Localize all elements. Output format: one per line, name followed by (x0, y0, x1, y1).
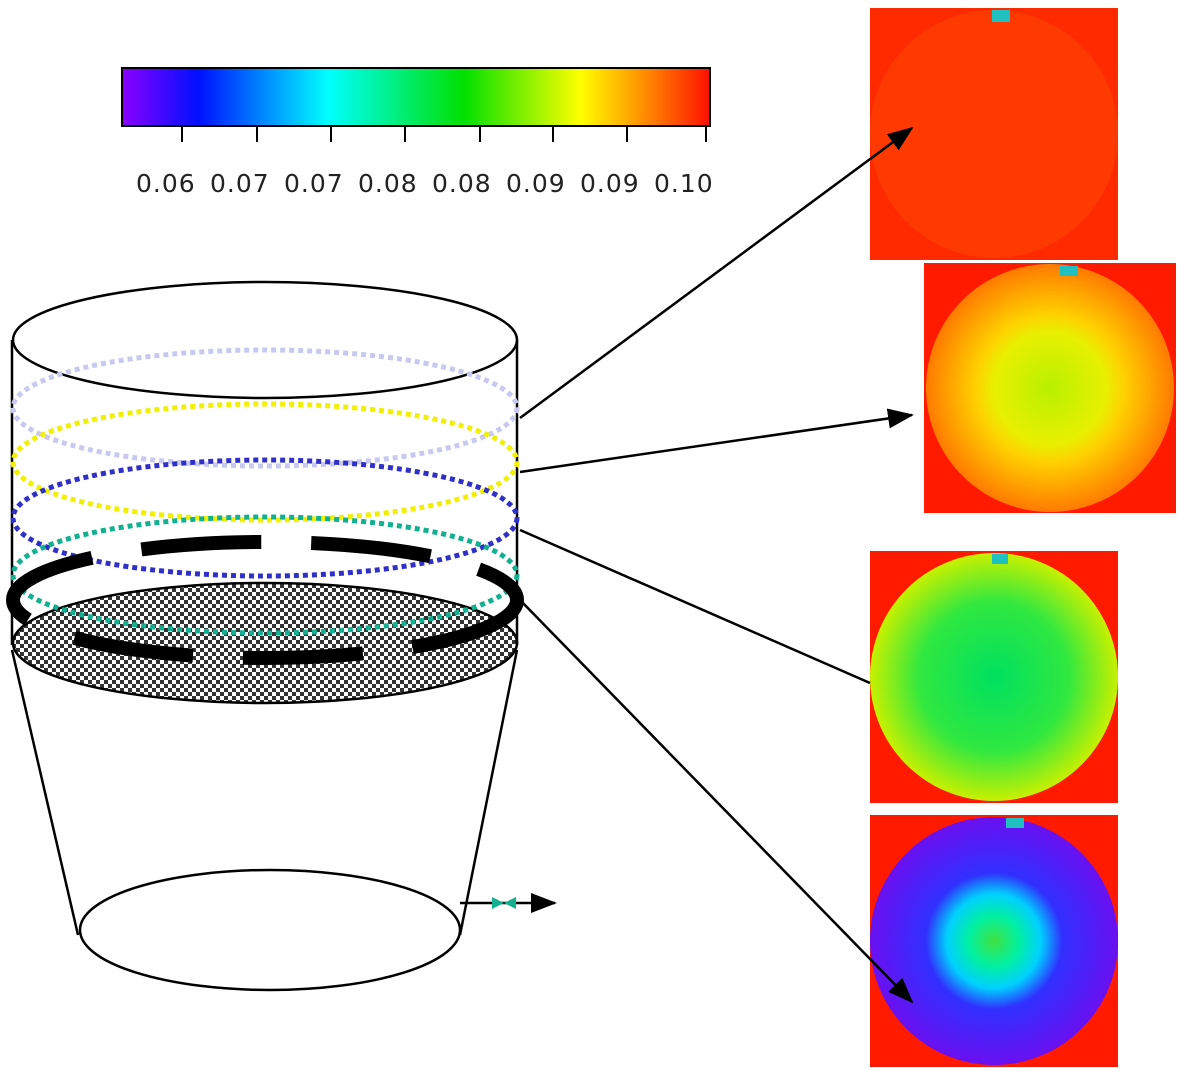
vessel (10, 280, 519, 992)
tick-label: 0.07 (210, 169, 270, 198)
tick-label: 0.08 (432, 169, 492, 198)
level-rings (6, 347, 524, 665)
tick-label: 0.09 (580, 169, 640, 198)
tick-label: 0.07 (284, 169, 344, 198)
arrows (519, 126, 914, 1004)
tick-label: 0.10 (654, 169, 714, 198)
colorbar (121, 67, 711, 127)
tick-label: 0.09 (506, 169, 566, 198)
tick-label: 0.08 (358, 169, 418, 198)
colorbar-ticks (181, 126, 707, 142)
colorbar-labels: 0.06 0.07 0.07 0.08 0.08 0.09 0.09 0.10 (136, 169, 714, 198)
panels (870, 8, 1176, 1067)
tick-label: 0.06 (136, 169, 196, 198)
outlet (460, 893, 557, 913)
